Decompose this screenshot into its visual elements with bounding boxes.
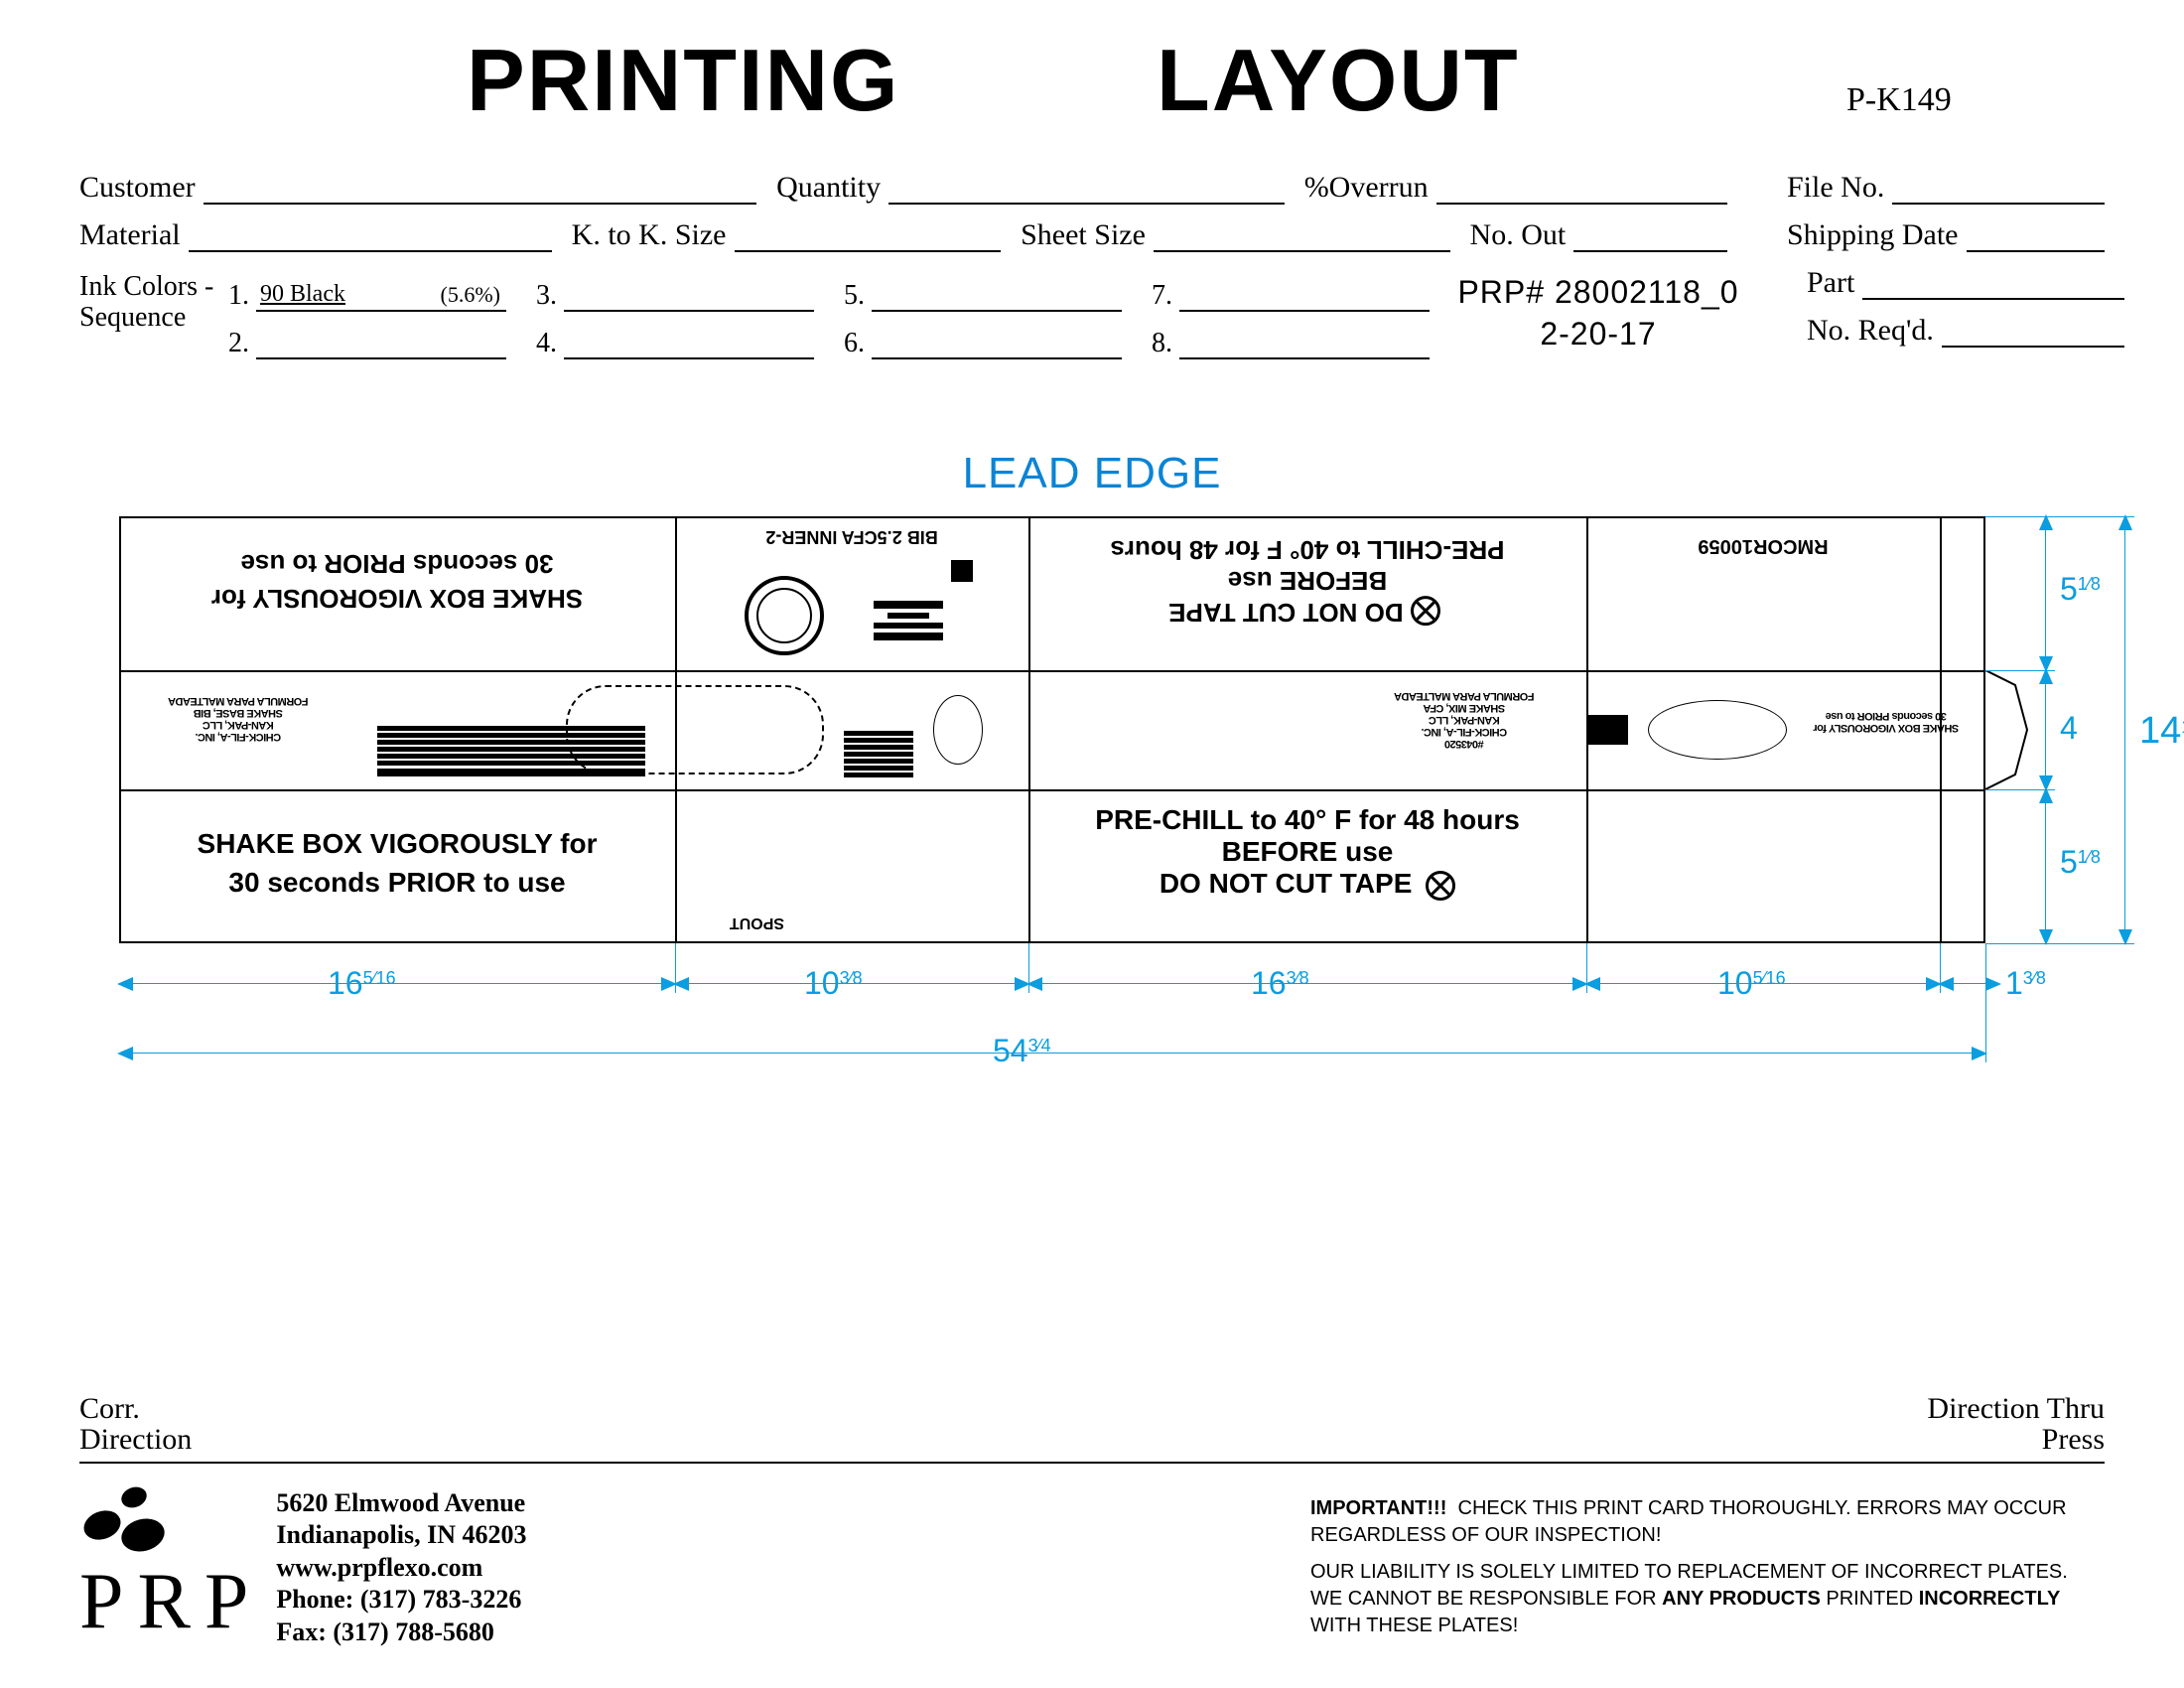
dim-h3-line bbox=[2045, 789, 2046, 943]
addr-l2: Indianapolis, IN 46203 bbox=[276, 1519, 526, 1552]
ink-num-5: 5. bbox=[844, 280, 872, 312]
ink-num-1: 1. bbox=[228, 280, 256, 312]
dim-w4: 105⁄16 bbox=[1717, 965, 1786, 1002]
dim-wtot: 543⁄4 bbox=[993, 1033, 1051, 1069]
company-address: 5620 Elmwood Avenue Indianapolis, IN 462… bbox=[276, 1487, 526, 1649]
dim-w1: 165⁄16 bbox=[328, 965, 396, 1002]
no-cut-icon bbox=[1411, 596, 1440, 626]
addr-l5: Fax: (317) 788-5680 bbox=[276, 1617, 526, 1649]
dim-wtot-line bbox=[119, 1053, 1985, 1054]
addr-l3: www.prpflexo.com bbox=[276, 1552, 526, 1585]
capsule-outline-icon bbox=[566, 685, 824, 774]
prp-logo-icon bbox=[79, 1487, 169, 1557]
tick bbox=[675, 943, 676, 993]
lbl-sequence: Sequence bbox=[79, 302, 186, 333]
mid-brand-a: CHICK-FIL-A, INC. KAN-PAK, LLC SHAKE BAS… bbox=[139, 695, 338, 743]
disclaimer-text: IMPORTANT!!! CHECK THIS PRINT CARD THORO… bbox=[1310, 1495, 2105, 1639]
mid-brand-b: #043520 CHICK-FIL-A, INC. KAN-PAK, LLC S… bbox=[1360, 690, 1569, 750]
lbl-fileno: File No. bbox=[1787, 171, 1884, 205]
cert-mark-icon bbox=[874, 586, 943, 640]
tick bbox=[1985, 670, 2055, 671]
lbl-kk: K. to K. Size bbox=[572, 218, 727, 252]
prp-stamp-1: PRP# 28002118_0 bbox=[1430, 272, 1767, 314]
dim-h1: 51⁄8 bbox=[2060, 571, 2101, 608]
panel-prechill-upper: DO NOT CUT TAPE BEFORE use PRE-CHILL to … bbox=[1028, 534, 1586, 628]
panel-prechill-lower: PRE-CHILL to 40° F for 48 hours BEFORE u… bbox=[1028, 804, 1586, 901]
panel-spout: SPOUT bbox=[685, 914, 784, 931]
prp-stamp-2: 2-20-17 bbox=[1430, 314, 1767, 355]
dim-h1-line bbox=[2045, 516, 2046, 670]
tick bbox=[1985, 943, 2134, 944]
lbl-shipdate: Shipping Date bbox=[1787, 218, 1959, 252]
dim-w2: 103⁄8 bbox=[804, 965, 863, 1002]
oval-1-icon bbox=[933, 695, 983, 765]
prechill-l2: BEFORE use bbox=[1028, 836, 1586, 868]
lbl-quantity: Quantity bbox=[776, 171, 881, 205]
prechill-l3: DO NOT CUT TAPE bbox=[1160, 868, 1413, 899]
lbl-part: Part bbox=[1807, 266, 1854, 300]
lead-edge-label: LEAD EDGE bbox=[79, 449, 2105, 498]
ink-num-6: 6. bbox=[844, 328, 872, 359]
tick bbox=[1586, 943, 1587, 993]
lbl-noout: No. Out bbox=[1470, 218, 1567, 252]
lbl-noreq: No. Req'd. bbox=[1807, 314, 1934, 348]
tick bbox=[1985, 789, 2055, 790]
doc-number: P-K149 bbox=[1846, 81, 2105, 119]
panel-shake-upper: SHAKE BOX VIGOROUSLY for 30 seconds PRIO… bbox=[119, 546, 675, 616]
dim-w5-line bbox=[1940, 983, 1999, 984]
dim-h2: 4 bbox=[2060, 710, 2078, 747]
mid-text-col-icon bbox=[844, 680, 913, 779]
small-mark-icon bbox=[951, 560, 973, 582]
dim-w1-line bbox=[119, 983, 675, 984]
addr-l1: 5620 Elmwood Avenue bbox=[276, 1487, 526, 1520]
press-direction: Direction Thru Press bbox=[1927, 1393, 2105, 1456]
seal-circle-icon bbox=[745, 576, 824, 655]
layout-drawing: SHAKE BOX VIGOROUSLY for 30 seconds PRIO… bbox=[119, 516, 2065, 1072]
tick bbox=[1940, 943, 1941, 993]
hline-1 bbox=[119, 670, 1985, 672]
lbl-inkcolors: Ink Colors - bbox=[79, 271, 213, 302]
title-layout: LAYOUT bbox=[1157, 30, 1846, 131]
prp-logo-text: PRP bbox=[79, 1557, 262, 1647]
dim-h2-line bbox=[2045, 670, 2046, 789]
ink-num-7: 7. bbox=[1152, 280, 1179, 312]
ink-num-3: 3. bbox=[536, 280, 564, 312]
dim-w3: 163⁄8 bbox=[1251, 965, 1309, 1002]
ink-num-2: 2. bbox=[228, 328, 256, 359]
addr-l4: Phone: (317) 783-3226 bbox=[276, 1584, 526, 1617]
glue-tab-icon bbox=[1985, 670, 2031, 789]
corr-direction: Corr. Direction bbox=[79, 1393, 192, 1456]
hline-2 bbox=[119, 789, 1985, 791]
disc-imp: IMPORTANT!!! bbox=[1310, 1497, 1446, 1519]
panel-rm-code: RMCOR10059 bbox=[1586, 534, 1940, 557]
mid-shake-small: SHAKE BOX VIGOROUSLY for 30 seconds PRIO… bbox=[1797, 710, 1976, 734]
tick bbox=[1028, 943, 1029, 993]
dim-w5: 13⁄8 bbox=[2005, 965, 2046, 1002]
prechill-l1: PRE-CHILL to 40° F for 48 hours bbox=[1028, 804, 1586, 836]
dim-htot: 141⁄4 bbox=[2139, 710, 2184, 753]
ink-1-value: 90 Black bbox=[260, 281, 345, 308]
panel-shake-lower: SHAKE BOX VIGOROUSLY for 30 seconds PRIO… bbox=[119, 824, 675, 902]
lbl-sheet: Sheet Size bbox=[1021, 218, 1146, 252]
dim-h3: 51⁄8 bbox=[2060, 844, 2101, 881]
ink-num-4: 4. bbox=[536, 328, 564, 359]
no-cut-icon bbox=[1426, 871, 1455, 901]
black-tab-icon bbox=[1588, 715, 1628, 745]
title-printing: PRINTING bbox=[79, 30, 1157, 131]
ink-1-pct: (5.6%) bbox=[441, 282, 500, 308]
lbl-material: Material bbox=[79, 218, 181, 252]
oval-2-icon bbox=[1648, 700, 1787, 760]
ink-num-8: 8. bbox=[1152, 328, 1179, 359]
lbl-customer: Customer bbox=[79, 171, 196, 205]
panel-bib-code: BIB 2.5CFA INNER-2 bbox=[675, 526, 1028, 547]
dim-htot-line bbox=[2124, 516, 2125, 943]
tick bbox=[1985, 943, 1986, 1062]
tick bbox=[1985, 516, 2134, 517]
lbl-overrun: %Overrun bbox=[1304, 171, 1429, 205]
